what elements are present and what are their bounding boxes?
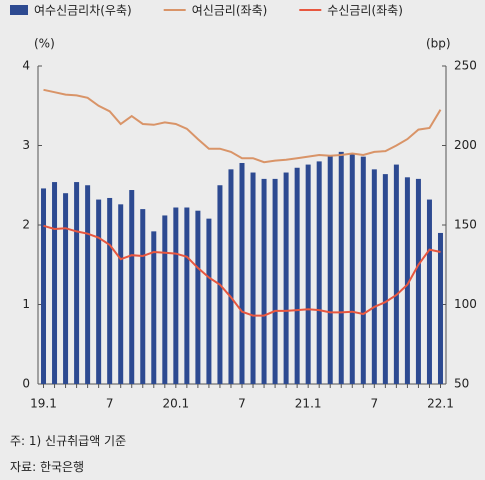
bar xyxy=(140,209,146,384)
bar xyxy=(129,190,135,384)
bar xyxy=(118,204,124,384)
x-tick-label: 19.1 xyxy=(30,397,57,411)
bar xyxy=(250,172,256,384)
bar xyxy=(294,167,300,384)
y-tick-label: 1 xyxy=(22,297,30,311)
y-tick-label: 0 xyxy=(22,377,30,391)
bar xyxy=(371,169,377,384)
bar xyxy=(195,210,201,384)
bar xyxy=(239,162,245,384)
bar xyxy=(426,199,432,384)
x-tick-label: 7 xyxy=(238,397,246,411)
bar xyxy=(415,178,421,384)
y-tick-label: 3 xyxy=(22,138,30,152)
bar xyxy=(41,188,47,384)
line xyxy=(43,88,442,164)
source: 자료: 한국은행 xyxy=(10,460,85,474)
x-tick-label: 21.1 xyxy=(295,397,322,411)
y2-tick-label: 200 xyxy=(454,138,477,152)
bar xyxy=(52,182,58,384)
bar xyxy=(283,172,289,384)
bar xyxy=(404,177,410,384)
bar xyxy=(272,178,278,384)
y2-tick-label: 100 xyxy=(454,297,477,311)
y-tick-label: 2 xyxy=(22,218,30,232)
bar xyxy=(393,164,399,384)
y2-tick-label: 50 xyxy=(454,377,469,391)
bar xyxy=(74,182,80,384)
bar xyxy=(151,231,157,384)
bar xyxy=(96,199,102,384)
bar xyxy=(261,178,267,384)
x-tick-label: 22.1 xyxy=(427,397,454,411)
y2-tick-label: 250 xyxy=(454,59,477,73)
y2-axis-label: (bp) xyxy=(426,37,451,51)
bar xyxy=(206,218,212,384)
bar xyxy=(437,232,443,384)
legend-label: 여신금리(좌축) xyxy=(192,4,268,18)
bar xyxy=(162,215,168,384)
chart: 여수신금리차(우축) 여신금리(좌축) 수신금리(좌축) (%) (bp) 0 1 2 3 4 50… xyxy=(10,4,477,411)
y2-tick-label: 150 xyxy=(454,218,477,232)
legend-label: 여수신금리차(우축) xyxy=(34,4,132,18)
bar xyxy=(85,185,91,384)
bar xyxy=(327,155,333,384)
bar xyxy=(184,207,190,384)
bar xyxy=(228,169,234,384)
bar xyxy=(338,151,344,384)
line xyxy=(43,224,441,317)
y-tick-label: 4 xyxy=(22,59,30,73)
bar xyxy=(107,197,113,384)
bar xyxy=(173,207,179,384)
note: 주: 1) 신규취급액 기준 xyxy=(10,434,127,448)
y-axis-label: (%) xyxy=(34,37,55,51)
x-tick-label: 20.1 xyxy=(162,397,189,411)
legend-swatch xyxy=(10,5,28,15)
legend-label: 수신금리(좌축) xyxy=(327,4,403,18)
bar xyxy=(63,193,69,384)
bar xyxy=(382,174,388,384)
bar xyxy=(349,153,355,384)
x-tick-label: 7 xyxy=(106,397,114,411)
bar xyxy=(316,161,322,384)
x-tick-label: 7 xyxy=(371,397,379,411)
bar xyxy=(360,156,366,384)
bar xyxy=(305,164,311,384)
